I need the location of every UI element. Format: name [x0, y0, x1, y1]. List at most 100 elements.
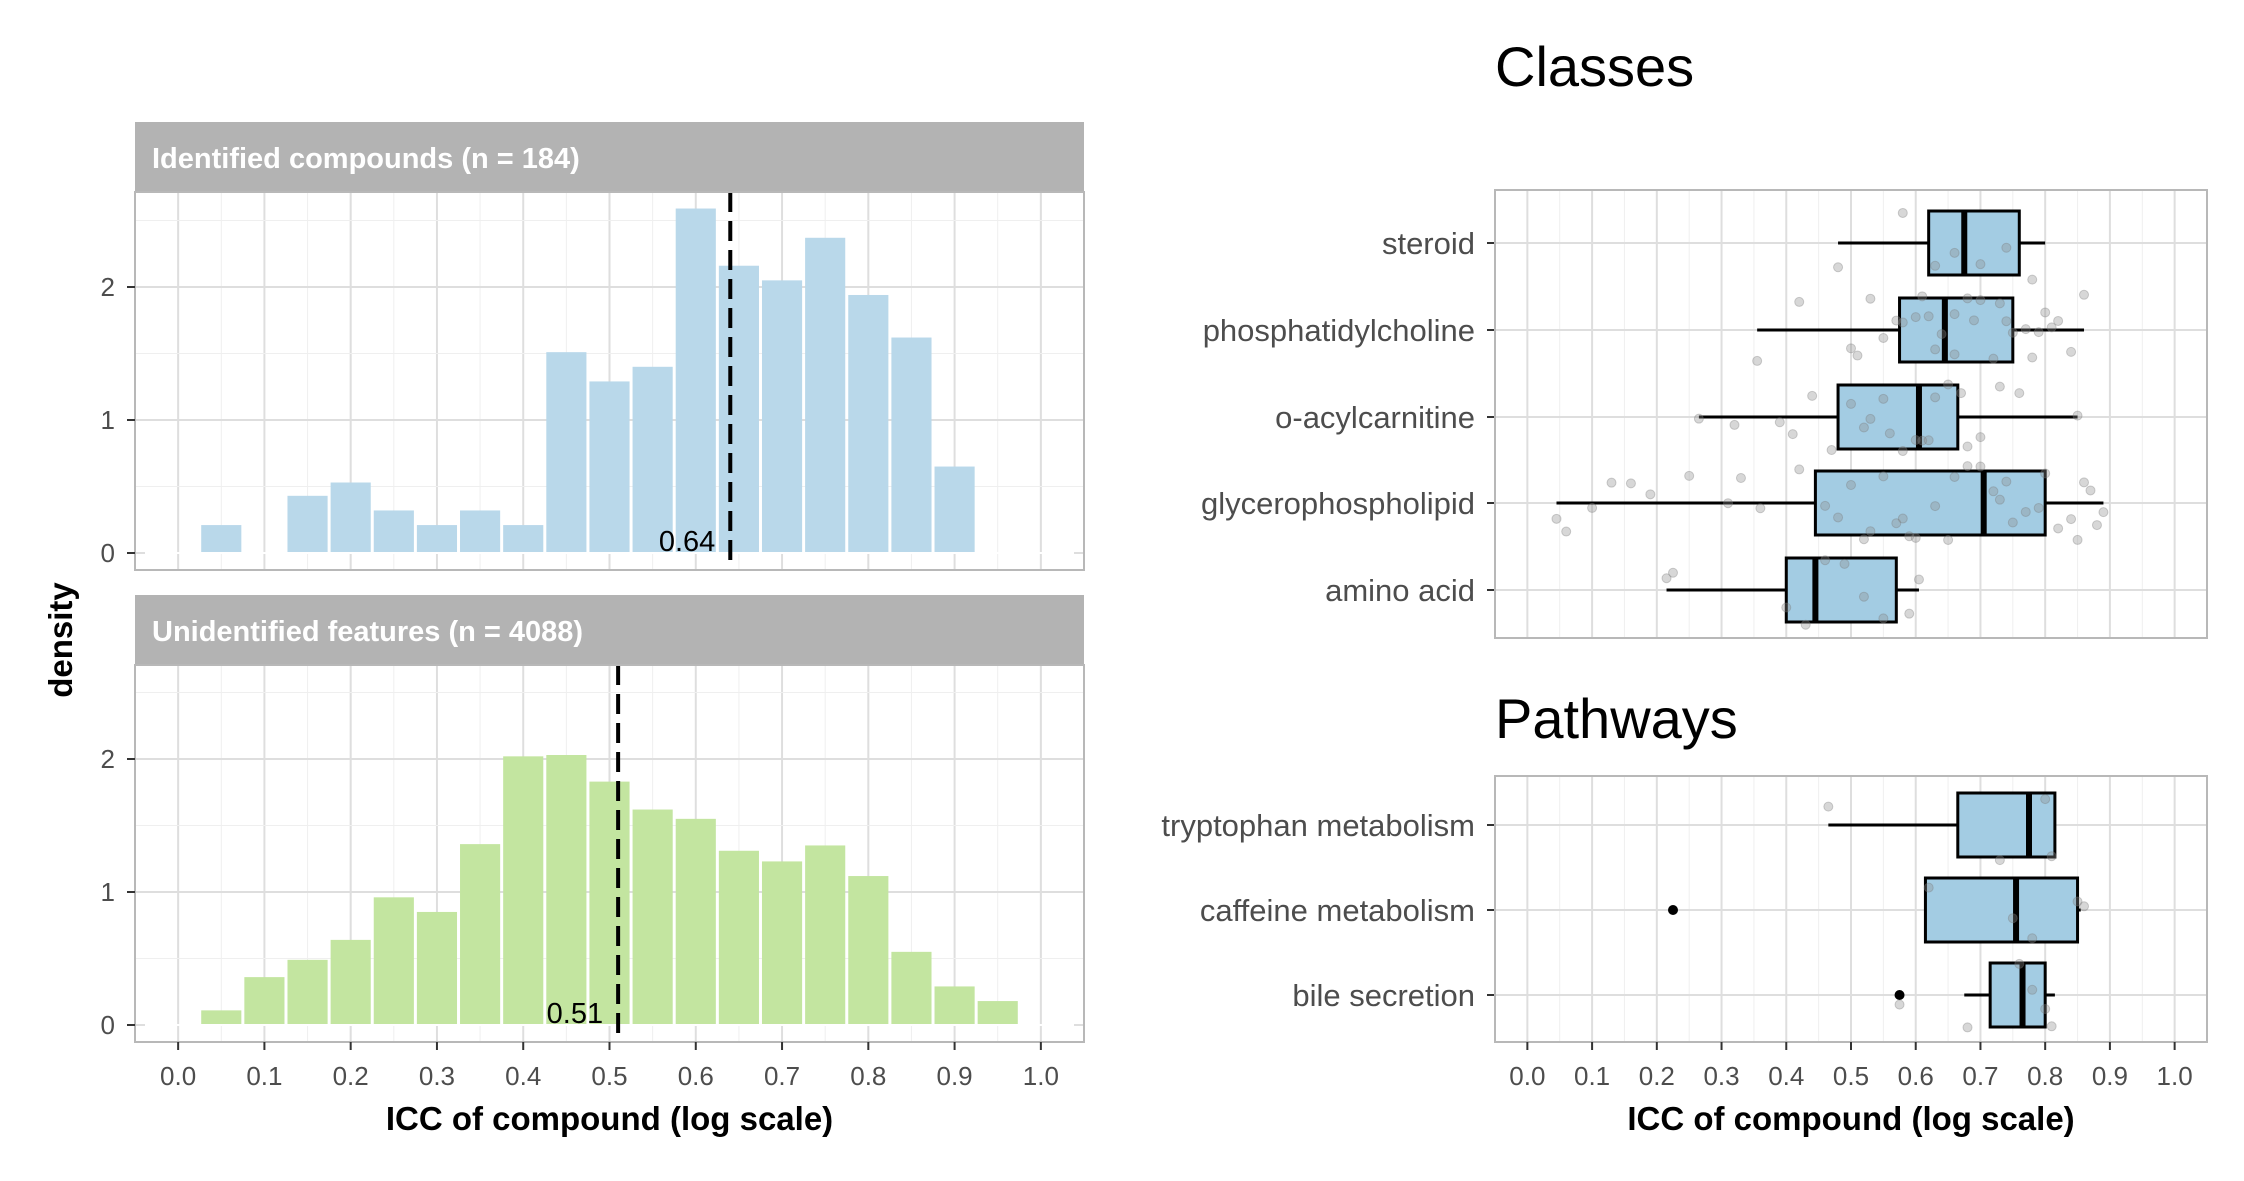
- outlier-point: [1668, 905, 1678, 915]
- category-label: bile secretion: [1292, 978, 1475, 1013]
- jitter-point: [1943, 534, 1954, 545]
- box: [1898, 296, 2015, 364]
- jitter-point: [1975, 295, 1986, 306]
- jitter-point: [2066, 514, 2077, 525]
- jitter-point: [2079, 477, 2090, 488]
- jitter-point: [1897, 317, 1908, 328]
- jitter-point: [1897, 513, 1908, 524]
- jitter-point: [1975, 432, 1986, 443]
- jitter-point: [1913, 574, 1924, 585]
- y-axis-title: density: [42, 582, 79, 698]
- x-tick-label: 0.2: [333, 1061, 369, 1091]
- jitter-point: [1781, 602, 1792, 613]
- category-label: steroid: [1382, 226, 1475, 261]
- jitter-point: [1625, 478, 1636, 489]
- jitter-point: [1949, 309, 1960, 320]
- category-label: phosphatidylcholine: [1203, 313, 1475, 348]
- jitter-point: [1846, 398, 1856, 409]
- jitter-point: [1823, 801, 1834, 812]
- jitter-point: [1807, 390, 1818, 401]
- x-tick-label: 1.0: [2157, 1061, 2193, 1091]
- histogram-bar: [460, 510, 501, 553]
- jitter-point: [1833, 262, 1844, 273]
- jitter-point: [2001, 316, 2012, 327]
- histogram-bar: [718, 265, 759, 553]
- x-tick-label: 0.3: [1703, 1061, 1739, 1091]
- jitter-point: [1858, 422, 1869, 433]
- x-tick-label: 0.5: [1833, 1061, 1869, 1091]
- box: [1927, 209, 2021, 277]
- histogram-bar: [977, 1001, 1018, 1025]
- jitter-point: [1587, 502, 1598, 513]
- histogram-bar: [503, 756, 544, 1025]
- x-tick-label: 0.8: [2027, 1061, 2063, 1091]
- histogram-bar: [848, 294, 889, 553]
- histogram-bar: [934, 986, 975, 1025]
- jitter-point: [1930, 260, 1941, 271]
- outlier-point: [1894, 990, 1905, 1000]
- histogram-bar: [416, 525, 458, 553]
- jitter-point: [2027, 984, 2038, 995]
- histogram-bar: [546, 352, 587, 553]
- jitter-point: [1693, 413, 1704, 424]
- box: [1923, 876, 2080, 944]
- histogram-bar: [416, 911, 458, 1025]
- category-label: glycerophospholipid: [1201, 486, 1475, 521]
- jitter-point: [1755, 503, 1766, 514]
- jitter-point: [1820, 555, 1831, 566]
- jitter-point: [1878, 613, 1889, 624]
- box: [1813, 469, 2047, 537]
- y-tick-label: 2: [101, 744, 115, 774]
- jitter-point: [2053, 315, 2064, 326]
- jitter-point: [1894, 999, 1905, 1010]
- x-tick-label: 1.0: [1023, 1061, 1059, 1091]
- x-axis-title: ICC of compound (log scale): [386, 1100, 833, 1137]
- jitter-point: [1865, 526, 1876, 537]
- jitter-point: [2040, 307, 2051, 318]
- jitter-point: [2079, 901, 2090, 912]
- jitter-point: [1904, 608, 1915, 619]
- jitter-point: [1891, 518, 1902, 529]
- jitter-point: [2072, 410, 2083, 421]
- jitter-point: [1884, 428, 1895, 439]
- jitter-point: [1994, 494, 2005, 505]
- jitter-point: [1988, 486, 1999, 497]
- jitter-point: [1723, 498, 1734, 509]
- jitter-point: [1897, 446, 1908, 457]
- x-tick-label: 0.8: [850, 1061, 886, 1091]
- jitter-point: [1551, 513, 1562, 524]
- histogram-bar: [891, 951, 932, 1025]
- histogram-bar: [503, 525, 544, 553]
- jitter-point: [1661, 573, 1672, 584]
- category-label: tryptophan metabolism: [1161, 808, 1475, 843]
- histogram-bar: [373, 897, 414, 1025]
- jitter-point: [1949, 349, 1960, 360]
- jitter-point: [1668, 567, 1678, 578]
- jitter-point: [2020, 324, 2031, 335]
- category-label: caffeine metabolism: [1200, 893, 1475, 928]
- jitter-point: [2020, 506, 2031, 517]
- x-tick-label: 0.5: [591, 1061, 627, 1091]
- jitter-point: [2072, 534, 2083, 545]
- jitter-point: [1852, 350, 1863, 361]
- jitter-point: [1936, 329, 1947, 340]
- jitter-point: [1897, 207, 1908, 218]
- x-tick-label: 0.7: [764, 1061, 800, 1091]
- histogram-bar: [805, 845, 846, 1025]
- y-tick-label: 0: [101, 538, 115, 568]
- jitter-point: [1917, 291, 1928, 302]
- category-label: o-acylcarnitine: [1275, 400, 1475, 435]
- jitter-point: [1878, 332, 1889, 343]
- histogram-bar: [330, 939, 371, 1025]
- jitter-point: [2072, 896, 2083, 907]
- jitter-point: [1820, 500, 1831, 511]
- jitter-point: [1910, 532, 1921, 543]
- x-tick-label: 0.4: [1768, 1061, 1804, 1091]
- category-label: amino acid: [1325, 573, 1475, 608]
- jitter-point: [1858, 591, 1869, 602]
- jitter-point: [1962, 293, 1973, 304]
- jitter-point: [1943, 379, 1954, 390]
- jitter-point: [1735, 472, 1746, 483]
- jitter-point: [1774, 417, 1785, 428]
- jitter-point: [1975, 259, 1986, 270]
